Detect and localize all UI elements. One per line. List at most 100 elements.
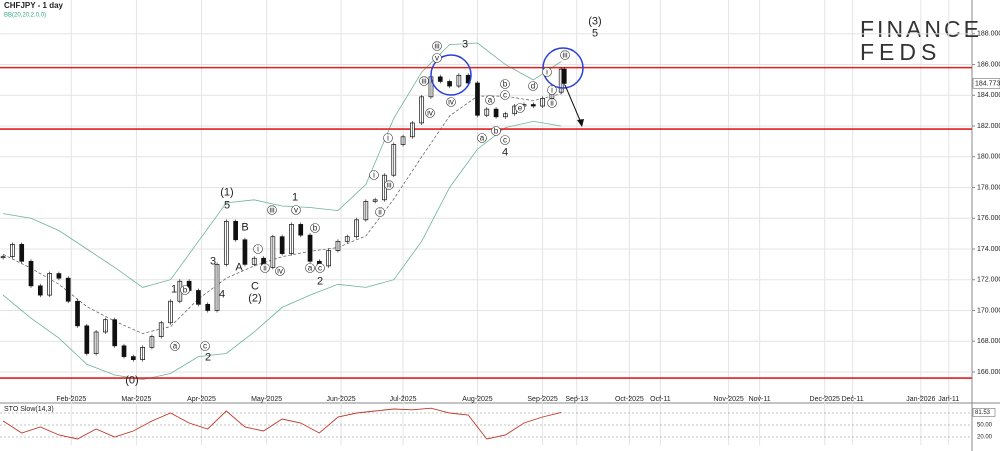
y-tick-label: 50.00 [977,423,993,429]
x-tick-label: Apr-2025 [187,396,216,403]
x-tick-label: Dec-11 [842,396,864,403]
x-tick-label: Jun-2025 [326,396,355,403]
wave-label-circle [267,205,277,215]
y-tick-label: 184.000 [977,92,1000,99]
wave-label: v [435,54,439,63]
wave-label: (1) [220,186,233,198]
wave-label: 2 [317,275,323,287]
y-tick-label: 186.000 [977,61,1000,68]
wave-label-circle [315,263,325,273]
x-tick-label: Nov-2025 [713,396,743,403]
stochastic-line [2,407,562,440]
x-tick-label: Sep-2025 [527,396,557,403]
wave-label: iii [386,181,392,190]
wave-label: 3 [210,255,216,267]
wave-label: iii [562,51,568,60]
y-tick-label: 20.00 [977,435,993,441]
y-tick-label: 180.000 [977,154,1000,161]
wave-label-circle [500,90,510,100]
bollinger-band [3,42,562,288]
wave-label: 4 [219,288,225,300]
wave-label: A [235,261,243,273]
x-tick-label: Jan-2026 [906,396,935,403]
wave-label-circle [200,341,210,351]
wave-label-circle [547,98,557,108]
wave-label-circle [491,126,501,136]
x-tick-label: Sep-13 [565,396,588,403]
x-tick-label: Feb-2025 [56,396,86,403]
wave-label-circle [560,50,570,60]
wave-label: 2 [205,351,211,363]
wave-label: c [203,342,207,351]
wave-label-circle [180,285,190,295]
wave-label-circle [432,41,442,51]
wave-label-circle [515,103,525,113]
wave-label: b [503,80,508,89]
wave-label: c [318,264,322,273]
x-tick-label: May-2025 [251,396,282,403]
y-tick-label: 174.000 [977,246,1000,253]
y-tick-label: 188.000 [977,31,1000,38]
wave-label: b [313,224,318,233]
wave-label-circle [305,263,315,273]
wave-label: iv [427,109,433,118]
wave-label: i [373,171,375,180]
wave-label: (0) [125,374,138,386]
last-value-label: 81.53 [975,410,991,416]
wave-label-circle [432,53,442,63]
wave-label: iii [421,77,427,86]
wave-label: B [241,221,248,233]
wave-label-circle [383,133,393,143]
wave-label: iii [434,42,440,51]
wave-label-circle [446,97,456,107]
wave-label: (2) [248,292,261,304]
y-tick-label: 178.000 [977,184,1000,191]
wave-label: 1 [171,283,177,295]
wave-label: b [183,286,188,295]
wave-label-circle [425,108,435,118]
wave-label-circle [419,76,429,86]
wave-label: iii [269,206,275,215]
wave-label: ii [550,99,554,108]
wave-label-circle [170,341,180,351]
wave-label: e [518,104,523,113]
wave-label: a [480,134,485,143]
wave-label: i [551,86,553,95]
wave-label-circle [260,263,270,273]
wave-label-circle [375,207,385,217]
wave-label: c [503,91,507,100]
wave-label: i [257,245,259,254]
arrow-head [577,119,584,127]
wave-label: i [546,68,548,77]
wave-label-circle [384,180,394,190]
wave-label-circle [528,81,538,91]
wave-label-circle [253,244,263,254]
y-tick-label: 168.000 [977,338,1000,345]
wave-label: 5 [224,199,230,211]
wave-label-circle [542,67,552,77]
bollinger-band [2,120,562,381]
x-tick-label: Jul-2025 [390,396,417,403]
wave-label: 3 [462,38,468,50]
wave-label: a [488,96,493,105]
x-tick-label: Oct-11 [650,396,671,403]
wave-label: i [387,134,389,143]
x-tick-label: Dec-2025 [810,396,840,403]
wave-label: C [251,280,259,292]
wave-label-circle [291,205,301,215]
highlight-circle [542,47,584,89]
indicator-label: BB(20,20,2.0,0) [4,13,46,19]
x-tick-label: Oct-2025 [615,396,644,403]
wave-label: v [294,206,298,215]
wave-label: c [503,136,507,145]
wave-label-circle [485,95,495,105]
wave-label: ii [378,208,382,217]
y-tick-label: 182.000 [977,123,1000,130]
x-tick-label: Jan-11 [938,396,959,403]
wave-label-circle [547,85,557,95]
wave-label: iv [277,267,283,276]
x-tick-label: Mar-2025 [121,396,151,403]
wave-label-circle [369,170,379,180]
